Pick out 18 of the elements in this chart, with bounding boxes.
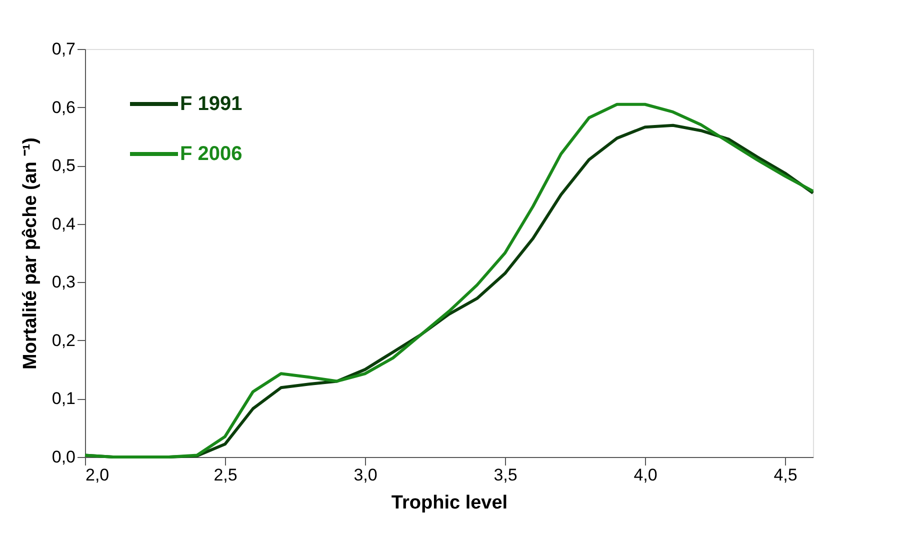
y-tick-label: 0,0 [52,448,76,466]
y-axis-title: Mortalité par pêche (an ⁻¹) [20,138,41,370]
legend-label: F 1991 [180,93,242,115]
y-tick-label: 0,6 [52,98,76,117]
x-tick-label: 2,5 [214,466,238,484]
x-axis-title: Trophic level [391,492,508,514]
y-tick-label: 0,5 [52,156,76,176]
x-tick-label: 3,5 [494,466,518,484]
x-tick-label: 3,0 [354,466,378,484]
y-tick-label: 0,7 [52,40,76,58]
y-tick-label: 0,4 [52,214,76,234]
y-tick-label: 0,3 [52,272,76,292]
y-tick-label: 0,2 [52,330,76,350]
x-tick-label: 4,0 [634,466,658,484]
legend-label: F 2006 [180,143,242,165]
x-tick-label: 4,5 [774,466,798,484]
x-tick-label: 2,0 [86,466,110,484]
y-tick-label: 0,1 [52,389,76,408]
